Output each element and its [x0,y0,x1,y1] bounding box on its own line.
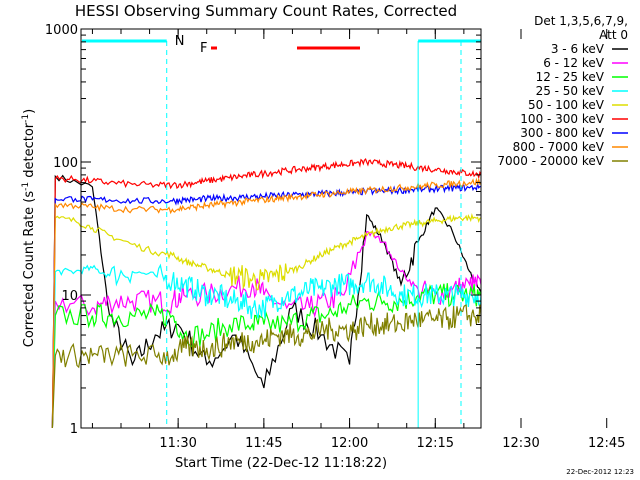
y-tick-label: 1 [70,422,78,437]
y-axis-title-sup1: -1 [21,182,31,191]
x-tick-label: 11:45 [245,436,282,451]
night-label: N [175,34,185,49]
flare-label: F [200,41,207,56]
legend-label-5: 100 - 300 keV [520,112,604,126]
legend-header-attenuator: Att 0 [599,28,628,42]
legend-label-1: 6 - 12 keV [543,56,605,70]
legend-label-0: 3 - 6 keV [551,42,605,56]
legend-label-7: 800 - 7000 keV [513,140,605,154]
y-axis-title-sup2: -1 [21,114,31,123]
legend-label-4: 50 - 100 keV [528,98,605,112]
series-line-1 [51,230,482,429]
date-stamp: 22-Dec-2012 12:23 [566,468,634,476]
x-tick-label: 12:15 [417,436,454,451]
y-tick-label: 100 [53,156,78,171]
legend-label-3: 25 - 50 keV [536,84,605,98]
x-tick-label: 12:45 [588,436,625,451]
chart-title: HESSI Observing Summary Count Rates, Cor… [75,2,457,20]
series-line-2 [51,283,482,429]
x-axis-title: Start Time (22-Dec-12 11:18:22) [175,456,387,471]
y-axis: 1 10 100 1000 [45,23,481,437]
legend-label-2: 12 - 25 keV [536,70,605,84]
plot-frame [80,28,482,429]
y-axis-title-main: Corrected Count Rate (s [22,191,37,348]
legend-label-6: 300 - 800 keV [520,126,604,140]
x-tick-label: 11:30 [159,436,196,451]
y-axis-title-end: ) [22,109,37,114]
legend-header-detectors: Det 1,3,5,6,7,9, [534,14,628,28]
x-tick-label: 12:00 [331,436,368,451]
legend-label-8: 7000 - 20000 keV [497,154,604,168]
x-axis: 11:30 11:45 12:00 12:15 12:30 12:45 [91,29,625,451]
y-tick-label: 10 [61,289,78,304]
x-tick-label: 12:30 [502,436,539,451]
y-tick-label: 1000 [45,23,78,38]
y-axis-title: Corrected Count Rate (s-1 detector-1) [21,109,37,347]
y-axis-title-mid: detector [22,122,37,182]
